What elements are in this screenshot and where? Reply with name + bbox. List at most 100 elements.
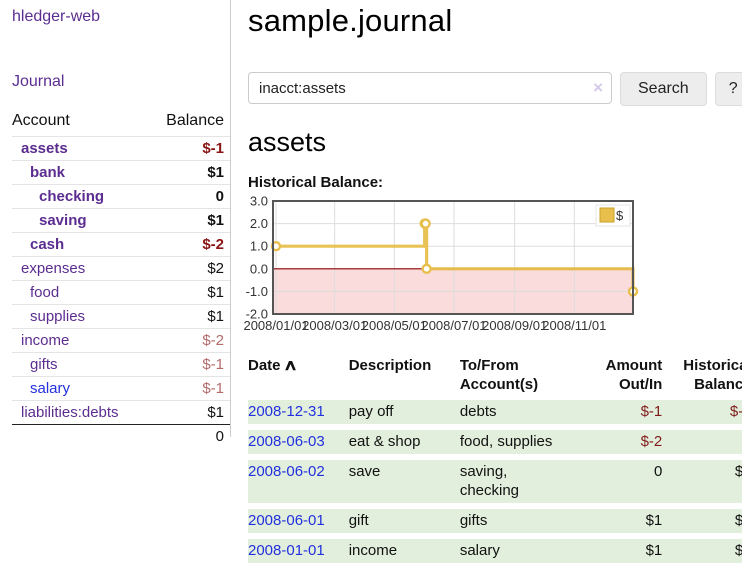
account-title: assets [248, 127, 327, 157]
account-row-bank: bank $1 [12, 160, 230, 184]
account-link-food[interactable]: food [30, 284, 60, 301]
account-link-gifts[interactable]: gifts [30, 356, 58, 373]
transaction-amount: $-1 [582, 400, 663, 424]
transaction-balance: $2 [662, 509, 742, 533]
column-header-date[interactable]: Date ∧ [248, 356, 349, 394]
account-balance: $1 [207, 308, 224, 325]
account-balance: $1 [207, 284, 224, 301]
sidebar-item-journal[interactable]: Journal [12, 73, 65, 90]
account-row-food: food $1 [12, 280, 230, 304]
account-row-supplies: supplies $1 [12, 304, 230, 328]
search-box: × [248, 72, 612, 106]
historical-balance-chart: $3.0 2.0 1.0 0.0 -1.0 -2.02008/01/012008/03/0… [243, 194, 639, 333]
help-button[interactable]: ? [714, 72, 742, 106]
account-row-checking: checking 0 [12, 184, 230, 208]
transaction-balance: $2 [662, 460, 742, 503]
account-balance: $-2 [202, 236, 224, 253]
account-balance: $-2 [202, 332, 224, 349]
account-row-income: income $-2 [12, 328, 230, 352]
transaction-balance: 0 [662, 430, 742, 454]
svg-text:2.0: 2.0 [250, 216, 268, 231]
account-balance: 0 [215, 188, 224, 205]
search-form: × Search ? [248, 72, 742, 106]
transaction-amount: 0 [582, 460, 663, 503]
account-link-cash[interactable]: cash [30, 236, 65, 253]
app-title-link[interactable]: hledger-web [12, 8, 101, 25]
transaction-row: 2008-01-01 income salary $1 $1 [248, 539, 742, 563]
transaction-row: 2008-06-03 eat & shop food, supplies $-2… [248, 430, 742, 454]
svg-text:1.0: 1.0 [250, 239, 268, 254]
transaction-accounts: saving, checking [459, 460, 583, 503]
transaction-date-link[interactable]: 2008-01-01 [248, 542, 325, 559]
account-row-salary: salary $-1 [12, 376, 230, 400]
account-link-checking[interactable]: checking [39, 188, 105, 205]
svg-text:2008/05/01: 2008/05/01 [362, 318, 427, 333]
svg-text:2008/07/01: 2008/07/01 [421, 318, 486, 333]
transaction-row: 2008-12-31 pay off debts $-1 $-1 [248, 400, 742, 424]
account-row-saving: saving $1 [12, 208, 230, 232]
svg-text:0.0: 0.0 [250, 261, 268, 276]
svg-text:2008/01/01: 2008/01/01 [243, 318, 308, 333]
account-link-salary[interactable]: salary [30, 380, 71, 397]
transaction-accounts: gifts [459, 509, 583, 533]
account-balance: $-1 [202, 356, 224, 373]
transaction-date-link[interactable]: 2008-06-01 [248, 512, 325, 529]
transaction-date-link[interactable]: 2008-06-03 [248, 433, 325, 450]
account-balance: $-1 [202, 380, 224, 397]
transaction-description: save [348, 460, 460, 503]
transaction-description: income [348, 539, 460, 563]
svg-text:3.0: 3.0 [250, 194, 268, 209]
account-link-supplies[interactable]: supplies [30, 308, 86, 325]
column-header-description: Description [348, 357, 432, 374]
transaction-row: 2008-06-02 save saving, checking 0 $2 [248, 460, 742, 503]
transaction-balance: $1 [662, 539, 742, 563]
account-tree: assets $-1 bank $1 checking 0 saving $1 … [12, 136, 230, 448]
account-balance: $-1 [202, 140, 224, 157]
account-balance: $1 [207, 212, 224, 229]
account-row-gifts: gifts $-1 [12, 352, 230, 376]
transaction-accounts: salary [459, 539, 583, 563]
page-title: sample.journal [248, 3, 453, 38]
sidebar: hledger-web Journal Account Balance asse… [0, 0, 231, 445]
accounts-header: Account Balance [12, 112, 230, 130]
account-balance: $2 [207, 260, 224, 277]
account-link-bank[interactable]: bank [30, 164, 66, 181]
transaction-accounts: food, supplies [459, 430, 583, 454]
svg-text:-1.0: -1.0 [246, 284, 268, 299]
account-link-income[interactable]: income [21, 332, 70, 349]
account-balance: $1 [207, 404, 224, 421]
transaction-date-link[interactable]: 2008-06-02 [248, 463, 325, 480]
clear-search-icon[interactable]: × [593, 78, 603, 97]
column-header-accounts: To/From Account(s) [459, 357, 539, 393]
account-link-liabilities-debts[interactable]: liabilities:debts [21, 404, 119, 421]
sort-ascending-icon: ∧ [282, 357, 298, 374]
transaction-row: 2008-06-01 gift gifts $1 $2 [248, 509, 742, 533]
transaction-balance: $-1 [662, 400, 742, 424]
account-balance: $1 [207, 164, 224, 181]
app-layout: hledger-web Journal Account Balance asse… [0, 0, 742, 569]
transaction-amount: $1 [582, 539, 663, 563]
transaction-accounts: debts [459, 400, 583, 424]
svg-text:-2.0: -2.0 [246, 307, 268, 322]
main-content: sample.journal × Search ? assets Histori… [231, 0, 742, 569]
account-row-expenses: expenses $2 [12, 256, 230, 280]
transaction-description: pay off [348, 400, 460, 424]
transaction-amount: $1 [582, 509, 663, 533]
search-input[interactable] [248, 72, 612, 104]
account-link-assets[interactable]: assets [21, 140, 68, 157]
svg-text:2008/09/01: 2008/09/01 [482, 318, 547, 333]
account-link-saving[interactable]: saving [39, 212, 87, 229]
transaction-description: eat & shop [348, 430, 460, 454]
register-table: Date ∧ Description To/From Account(s) Amo… [248, 350, 742, 569]
accounts-header-account: Account [12, 112, 70, 129]
account-link-expenses[interactable]: expenses [21, 260, 86, 277]
accounts-total-value: 0 [215, 428, 224, 445]
search-button[interactable]: Search [620, 72, 707, 106]
transaction-date-link[interactable]: 2008-12-31 [248, 403, 325, 420]
accounts-header-balance: Balance [166, 112, 224, 129]
svg-text:2008/11/01: 2008/11/01 [542, 318, 606, 333]
svg-text:$: $ [616, 208, 624, 223]
register-header-row: Date ∧ Description To/From Account(s) Amo… [248, 356, 742, 394]
chart-title: Historical Balance: [248, 174, 384, 191]
column-header-date-label: Date [248, 357, 281, 374]
